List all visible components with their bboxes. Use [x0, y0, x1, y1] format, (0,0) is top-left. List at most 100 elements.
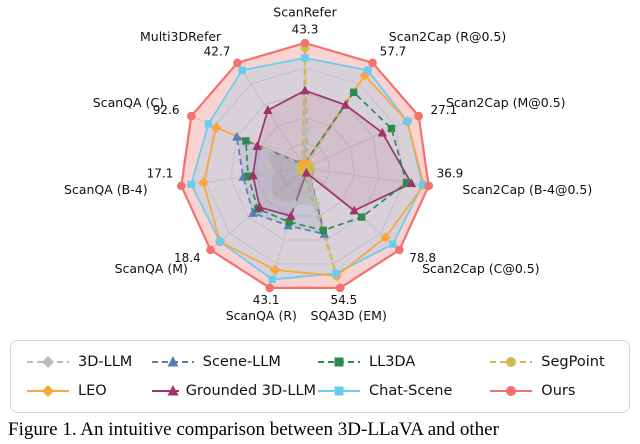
ours-marker [176, 181, 186, 191]
grounded-3d-llm-marker [406, 178, 417, 188]
ll3da-marker [285, 218, 293, 226]
legend-label-leo: LEO [78, 382, 107, 399]
3d-llm-marker [299, 125, 311, 136]
segpoint-marker-icon [506, 356, 517, 367]
grounded-3d-llm-marker [254, 202, 265, 212]
ll3da-marker [402, 178, 411, 187]
legend-item-scene-llm: Scene-LLM [150, 347, 316, 376]
legend-label-3d-llm: 3D-LLM [78, 353, 133, 370]
grounded-3d-llm-marker [301, 167, 312, 177]
axis-score-scanqa-m-: 18.4 [174, 251, 201, 265]
legend-label-ours: Ours [541, 382, 576, 399]
ours-marker-icon [506, 385, 517, 396]
grounded-3d-llm-marker [286, 210, 296, 220]
chat-scene-marker-icon [334, 386, 344, 395]
ours-marker [265, 283, 275, 293]
axis-label-scan2cap-m-0-5-: Scan2Cap (M@0.5) [446, 95, 566, 110]
leo-marker [269, 264, 281, 276]
axis-score-scan2cap-r-0-5-: 57.7 [380, 44, 407, 58]
ours-marker [395, 245, 404, 255]
3d-llm-marker [310, 198, 321, 210]
grounded-3d-llm-marker [300, 85, 310, 95]
axis-label-scan2cap-c-0-5-: Scan2Cap (C@0.5) [422, 261, 539, 276]
chat-scene-marker [238, 66, 246, 74]
ll3da-marker [319, 226, 328, 235]
legend-label-ll3da: LL3DA [369, 353, 416, 370]
chat-scene-marker [332, 269, 340, 278]
grounded-3d-llm-marker [340, 99, 351, 109]
3d-llm-marker [265, 192, 277, 203]
leo-marker [359, 70, 370, 81]
grounded-3d-llm-marker-icon [167, 384, 179, 395]
scene-llm-marker-icon [167, 355, 179, 366]
ours-marker [300, 38, 310, 48]
grounded-3d-llm-marker [349, 205, 359, 215]
axis-label-sqa3d-em-: SQA3D (EM) [311, 308, 387, 323]
axis-label-scanqa-c-: ScanQA (C) [93, 95, 164, 110]
leo-marker [211, 122, 222, 133]
series-ll3da [245, 91, 408, 232]
legend-row: LEO Grounded 3D-LLM Chat-Scene Ours [25, 376, 619, 405]
chat-scene-marker [418, 181, 427, 189]
legend-item-leo: LEO [25, 376, 150, 405]
legend-segpoint-sample-icon [490, 356, 533, 367]
axis-score-multi3drefer: 42.7 [204, 44, 231, 58]
legend-leo-sample-icon [27, 384, 69, 397]
legend-ours-sample-icon [490, 385, 533, 396]
figure-caption: Figure 1. An intuitive comparison betwee… [8, 419, 499, 440]
chat-scene-marker [301, 54, 309, 62]
grid-spoke [304, 115, 419, 169]
ours-marker [368, 58, 377, 68]
axis-score-scan2cap-m-0-5-: 27.1 [431, 103, 458, 117]
series-leo [202, 74, 425, 277]
ours-marker [335, 283, 345, 293]
legend-item-ll3da: LL3DA [316, 347, 488, 376]
legend-grounded-3d-llm-sample-icon [151, 384, 179, 395]
ours-marker [424, 181, 434, 191]
legend-item-chat-scene: Chat-Scene [316, 376, 488, 405]
legend-chat-scene-sample-icon [318, 386, 361, 395]
ours-marker [186, 111, 196, 121]
leo-marker [198, 177, 209, 188]
grounded-3d-llm-marker [263, 105, 273, 114]
legend-3d-llm-sample-icon [27, 355, 69, 368]
3d-llm-marker [266, 167, 277, 179]
scene-llm-marker [248, 208, 258, 217]
legend-label-segpoint: SegPoint [541, 353, 605, 370]
axis-label-scan2cap-b-4-0-5-: Scan2Cap (B-4@0.5) [462, 182, 592, 197]
ll3da-marker-icon [334, 357, 344, 366]
chat-scene-marker [187, 180, 195, 189]
axis-score-sqa3d-em-: 54.5 [331, 293, 358, 307]
legend-item-ours: Ours [488, 376, 619, 405]
scene-llm-marker [232, 131, 242, 141]
axis-label-scan2cap-r-0-5-: Scan2Cap (R@0.5) [389, 29, 506, 44]
chat-scene-marker [364, 66, 372, 74]
axis-label-scanqa-b-4-: ScanQA (B-4) [64, 182, 148, 197]
axis-score-scanqa-r-: 43.1 [253, 293, 280, 307]
axis-score-scanqa-c-: 92.6 [153, 103, 180, 117]
leo-marker-icon [42, 384, 54, 397]
legend-label-grounded-3d-llm: Grounded 3D-LLM [185, 382, 317, 399]
grounded-3d-llm-marker [248, 170, 258, 180]
ours-marker [233, 58, 242, 68]
axis-label-scanqa-m-: ScanQA (M) [115, 261, 188, 276]
chat-scene-marker [216, 237, 224, 246]
grounded-3d-llm-marker [252, 141, 262, 150]
series-grounded-3d-llm [252, 89, 413, 217]
leo-marker [380, 232, 391, 243]
axis-label-scanrefer: ScanRefer [273, 5, 337, 20]
ll3da-marker [357, 213, 366, 221]
3d-llm-marker [289, 198, 300, 210]
axis-score-scanqa-b-4-: 17.1 [147, 166, 174, 180]
grid-ring [230, 92, 380, 241]
legend-item-segpoint: SegPoint [488, 347, 619, 376]
grid-ring [254, 117, 356, 217]
legend-item-3d-llm: 3D-LLM [25, 347, 150, 376]
ours-marker [206, 245, 215, 255]
3d-llm-marker [262, 145, 273, 157]
axis-score-scan2cap-c-0-5-: 78.8 [409, 251, 436, 265]
axis-score-scanrefer: 43.3 [292, 23, 319, 37]
grid-spoke [236, 62, 306, 169]
